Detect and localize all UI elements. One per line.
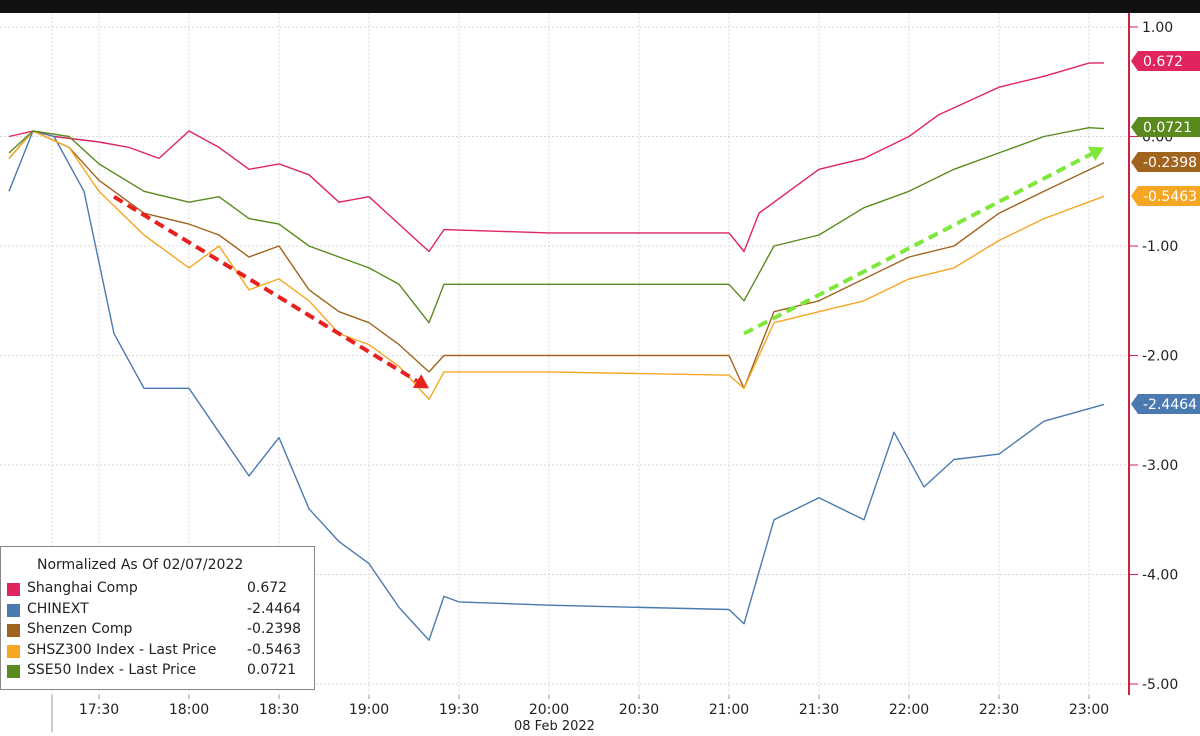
legend-swatch <box>7 603 20 617</box>
last-value-tag-1: -2.4464 <box>1131 394 1200 414</box>
series-lines <box>8 62 1105 641</box>
last-value-tag-2: -0.2398 <box>1131 152 1200 172</box>
legend-title: Normalized As Of 02/07/2022 <box>37 557 244 573</box>
last-value-tag-4: 0.0721 <box>1131 117 1200 137</box>
legend-entry-4: SSE50 Index - Last Price 0.0721 <box>7 661 307 681</box>
legend-swatch <box>7 665 20 678</box>
last-value-label-3: -0.5463 <box>1143 189 1197 205</box>
x-tick-label-10: 22:30 <box>979 702 1019 718</box>
x-date-label: 08 Feb 2022 <box>514 719 595 734</box>
legend-series-name: SSE50 Index - Last Price <box>27 662 197 678</box>
last-value-label-2: -0.2398 <box>1143 155 1197 171</box>
x-tick-label-7: 21:00 <box>709 702 749 718</box>
last-value-tag-0: 0.672 <box>1131 51 1200 71</box>
x-tick-label-5: 20:00 <box>529 702 569 718</box>
legend-swatch <box>7 583 20 596</box>
trend-arrow-0 <box>112 195 419 383</box>
legend-swatch <box>7 644 20 658</box>
x-axis-band: 17:30 18:00 18:30 19:00 19:30 20:00 20:30 21:00… <box>0 695 1200 732</box>
x-tick-label-8: 21:30 <box>799 702 839 718</box>
x-axis: 17:30 18:00 18:30 19:00 19:30 20:00 20:30 21:00… <box>51 695 1109 732</box>
y-tick-label-3: -2.00 <box>1142 349 1178 365</box>
trend-arrowhead-1 <box>1087 146 1104 161</box>
legend-series-value: 0.0721 <box>247 662 296 678</box>
legend-swatch <box>7 624 20 637</box>
legend-entry-2: Shenzen Comp -0.2398 <box>7 620 307 640</box>
y-tick-label-4: -3.00 <box>1142 458 1178 474</box>
last-value-label-0: 0.672 <box>1143 54 1183 70</box>
x-tick-label-9: 22:00 <box>889 702 929 718</box>
legend-series-name: SHSZ300 Index - Last Price <box>27 641 217 658</box>
legend-series-value: 0.672 <box>247 580 288 596</box>
trend-arrow-1 <box>743 152 1093 336</box>
series-line-0 <box>8 62 1105 253</box>
last-value-tag-3: -0.5463 <box>1131 186 1200 206</box>
series-line-2 <box>8 130 1105 389</box>
x-tick-label-1: 18:00 <box>169 702 209 718</box>
trend-arrowhead-0 <box>412 374 429 389</box>
legend-series-value: -0.2398 <box>247 621 302 637</box>
x-tick-label-0: 17:30 <box>79 702 119 718</box>
legend-series-value: -2.4464 <box>247 600 302 617</box>
last-value-tags: 0.672 -2.4464 -0.2398 -0.5463 0.0721 <box>1131 51 1200 414</box>
series-line-4 <box>8 126 1105 324</box>
legend-entry-3: SHSZ300 Index - Last Price -0.5463 <box>7 641 307 661</box>
y-tick-label-6: -5.00 <box>1142 677 1178 693</box>
y-tick-label-2: -1.00 <box>1142 239 1178 255</box>
trend-arrows <box>112 146 1104 389</box>
x-tick-label-2: 18:30 <box>259 702 299 718</box>
right-axis: 1.000.00-1.00-2.00-3.00-4.00-5.00 0.672-… <box>1130 20 1200 693</box>
legend-series-name: CHINEXT <box>27 600 89 617</box>
x-tick-label-6: 20:30 <box>619 702 659 718</box>
series-line-1 <box>8 130 1105 641</box>
legend-entry-1: CHINEXT -2.4464 <box>7 600 307 620</box>
y-tick-label-0: 1.00 <box>1142 20 1173 36</box>
top-bar <box>0 0 1200 13</box>
x-tick-label-11: 23:00 <box>1069 702 1109 718</box>
legend: Normalized As Of 02/07/2022 Shanghai Com… <box>0 546 315 690</box>
last-value-label-1: -2.4464 <box>1143 397 1197 413</box>
legend-series-name: Shanghai Comp <box>27 580 138 596</box>
last-value-label-4: 0.0721 <box>1143 120 1192 136</box>
x-tick-label-3: 19:00 <box>349 702 389 718</box>
legend-series-name: Shenzen Comp <box>27 621 133 637</box>
legend-entry-0: Shanghai Comp 0.672 <box>7 579 307 599</box>
y-tick-label-5: -4.00 <box>1142 568 1178 584</box>
x-tick-label-4: 19:30 <box>439 702 479 718</box>
series-line-3 <box>8 130 1105 400</box>
legend-series-value: -0.5463 <box>247 641 302 658</box>
